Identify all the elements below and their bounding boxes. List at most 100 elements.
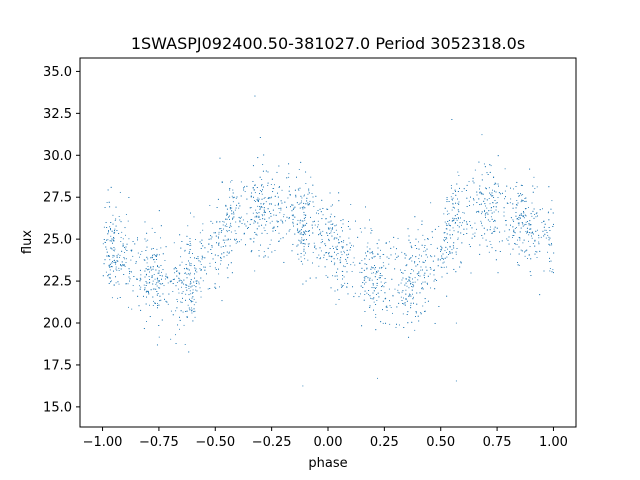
- data-point: [121, 231, 123, 233]
- data-point: [120, 237, 122, 238]
- data-point: [402, 272, 404, 274]
- data-point: [543, 235, 545, 237]
- data-point: [420, 269, 422, 271]
- data-point: [239, 217, 241, 219]
- data-point: [514, 232, 516, 234]
- data-point: [466, 197, 468, 199]
- data-point: [209, 288, 211, 289]
- data-point: [488, 198, 490, 199]
- data-point: [513, 220, 515, 222]
- data-point: [152, 248, 154, 249]
- data-point: [334, 251, 335, 253]
- data-point: [376, 299, 378, 301]
- data-point: [188, 260, 189, 262]
- data-point: [530, 258, 532, 260]
- data-point: [541, 222, 543, 224]
- data-point: [214, 283, 216, 285]
- data-point: [517, 262, 519, 263]
- data-point: [301, 220, 303, 222]
- data-point: [520, 217, 521, 219]
- data-point: [532, 231, 534, 233]
- data-point: [221, 230, 223, 231]
- data-point: [156, 279, 158, 281]
- data-point: [266, 221, 268, 222]
- data-point: [200, 269, 202, 270]
- data-point: [457, 231, 459, 233]
- data-point: [415, 312, 417, 314]
- data-point: [354, 264, 356, 266]
- data-point: [423, 246, 425, 248]
- data-point: [256, 228, 258, 230]
- data-point: [137, 252, 139, 254]
- data-point: [432, 260, 434, 262]
- data-point: [452, 203, 454, 205]
- data-point: [363, 277, 365, 279]
- data-point: [301, 197, 303, 199]
- data-point: [417, 264, 419, 266]
- data-point: [361, 267, 363, 269]
- data-point: [451, 252, 453, 254]
- data-point: [510, 198, 512, 200]
- data-point: [338, 239, 339, 241]
- data-point: [486, 172, 488, 174]
- data-point: [479, 188, 480, 190]
- data-point: [528, 234, 530, 236]
- data-point: [302, 240, 304, 241]
- data-point: [315, 248, 317, 250]
- data-point: [419, 261, 421, 263]
- data-point: [518, 194, 520, 196]
- data-point: [193, 311, 195, 313]
- data-point: [105, 246, 107, 248]
- data-point: [491, 195, 493, 197]
- data-point: [303, 234, 304, 235]
- data-point: [496, 227, 498, 229]
- data-point: [446, 237, 448, 239]
- data-point: [522, 215, 524, 216]
- data-point: [535, 213, 537, 215]
- data-point: [115, 225, 117, 227]
- data-point: [353, 245, 354, 247]
- data-point: [411, 260, 413, 262]
- data-point: [404, 302, 406, 304]
- data-point: [422, 269, 423, 271]
- data-point: [377, 247, 379, 249]
- data-point: [535, 251, 537, 253]
- data-point: [404, 304, 406, 306]
- data-points: [102, 95, 555, 387]
- data-point: [531, 215, 533, 217]
- data-point: [325, 252, 327, 254]
- data-point: [421, 283, 423, 285]
- data-point: [510, 187, 511, 189]
- data-point: [261, 191, 262, 193]
- data-point: [443, 258, 444, 260]
- data-point: [359, 228, 361, 229]
- data-point: [529, 232, 530, 234]
- data-point: [403, 303, 405, 305]
- data-point: [385, 267, 387, 269]
- data-point: [547, 212, 549, 214]
- data-point: [334, 237, 336, 239]
- data-point: [551, 244, 553, 246]
- data-point: [298, 189, 300, 191]
- data-point: [183, 283, 185, 285]
- data-point: [152, 288, 154, 290]
- data-point: [552, 212, 554, 214]
- data-point: [409, 295, 410, 297]
- data-point: [181, 281, 183, 283]
- data-point: [370, 297, 372, 299]
- data-point: [486, 245, 488, 247]
- data-point: [173, 242, 175, 244]
- data-point: [256, 216, 258, 218]
- data-point: [494, 190, 495, 192]
- data-point: [160, 247, 162, 249]
- data-point: [113, 247, 115, 248]
- data-point: [211, 253, 213, 254]
- data-point: [405, 289, 407, 291]
- data-point: [411, 269, 413, 270]
- data-point: [448, 254, 449, 255]
- data-point: [196, 282, 197, 284]
- data-point: [348, 221, 349, 222]
- data-point: [452, 258, 454, 260]
- data-point: [305, 252, 306, 254]
- data-point: [505, 220, 507, 221]
